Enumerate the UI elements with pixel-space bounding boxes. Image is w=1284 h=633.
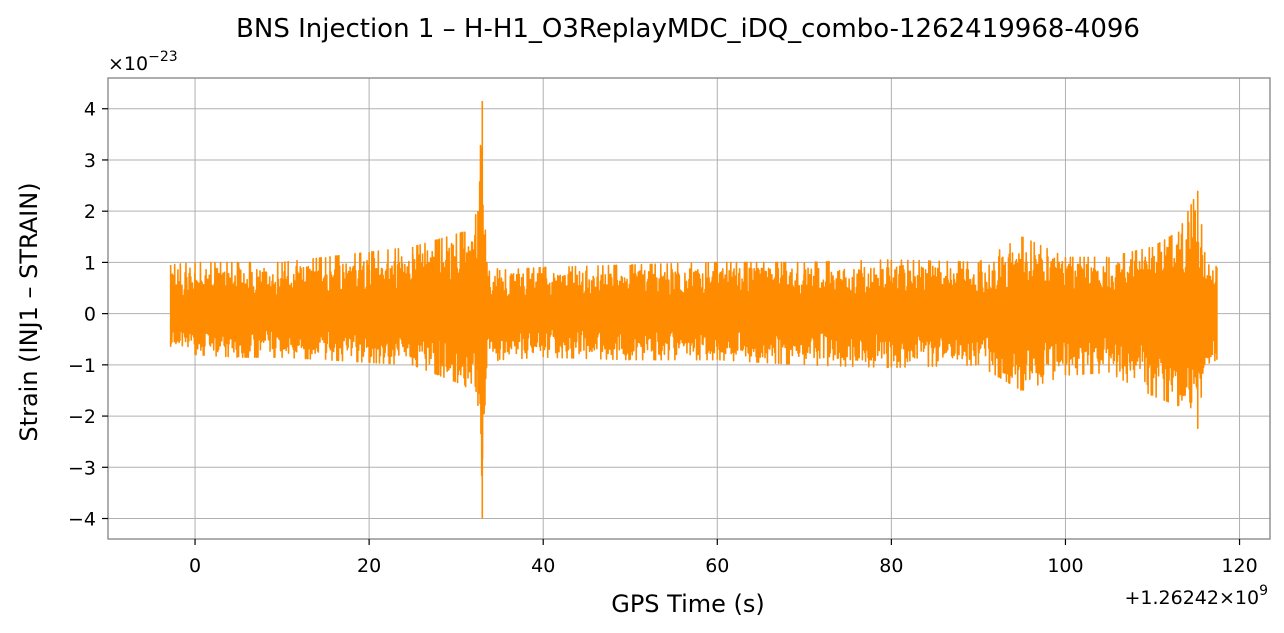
x-tick-label: 20	[357, 555, 381, 577]
y-scale-exponent: −23	[148, 49, 178, 65]
series-layer	[169, 101, 1218, 519]
x-axis-label: GPS Time (s)	[611, 590, 765, 618]
tick-layer: 0 20 40 60 80 100 120 4 3 2 1 0 −1 −2 −3 −4	[68, 99, 1258, 577]
y-scale-base: ×10	[108, 53, 148, 75]
y-tick-label: 3	[84, 150, 96, 172]
x-tick-label: 120	[1221, 555, 1257, 577]
y-tick-label: −3	[68, 457, 96, 479]
y-tick-label: −2	[68, 406, 96, 428]
plot-frame	[107, 77, 1271, 540]
y-tick-label: 2	[84, 201, 96, 223]
y-scale-factor: ×10−23	[108, 49, 178, 75]
x-offset-base: +1.26242×10	[1124, 587, 1259, 609]
x-tick-label: 80	[879, 555, 903, 577]
x-tick-label: 100	[1047, 555, 1083, 577]
x-tick-label: 60	[705, 555, 729, 577]
y-tick-label: 0	[84, 304, 96, 326]
x-tick-label: 40	[531, 555, 555, 577]
y-tick-label: 4	[84, 99, 96, 121]
x-tick-label: 0	[189, 555, 201, 577]
strain-series-line	[169, 101, 1218, 519]
y-axis-label: Strain (INJ1 – STRAIN)	[15, 182, 43, 441]
y-tick-label: −1	[68, 355, 96, 377]
y-tick-label: −4	[68, 509, 96, 531]
x-offset-factor: +1.26242×109	[1124, 583, 1268, 609]
x-offset-exponent: 9	[1259, 583, 1268, 599]
y-tick-label: 1	[84, 252, 96, 274]
chart-title: BNS Injection 1 – H-H1_O3ReplayMDC_iDQ_c…	[236, 14, 1140, 44]
